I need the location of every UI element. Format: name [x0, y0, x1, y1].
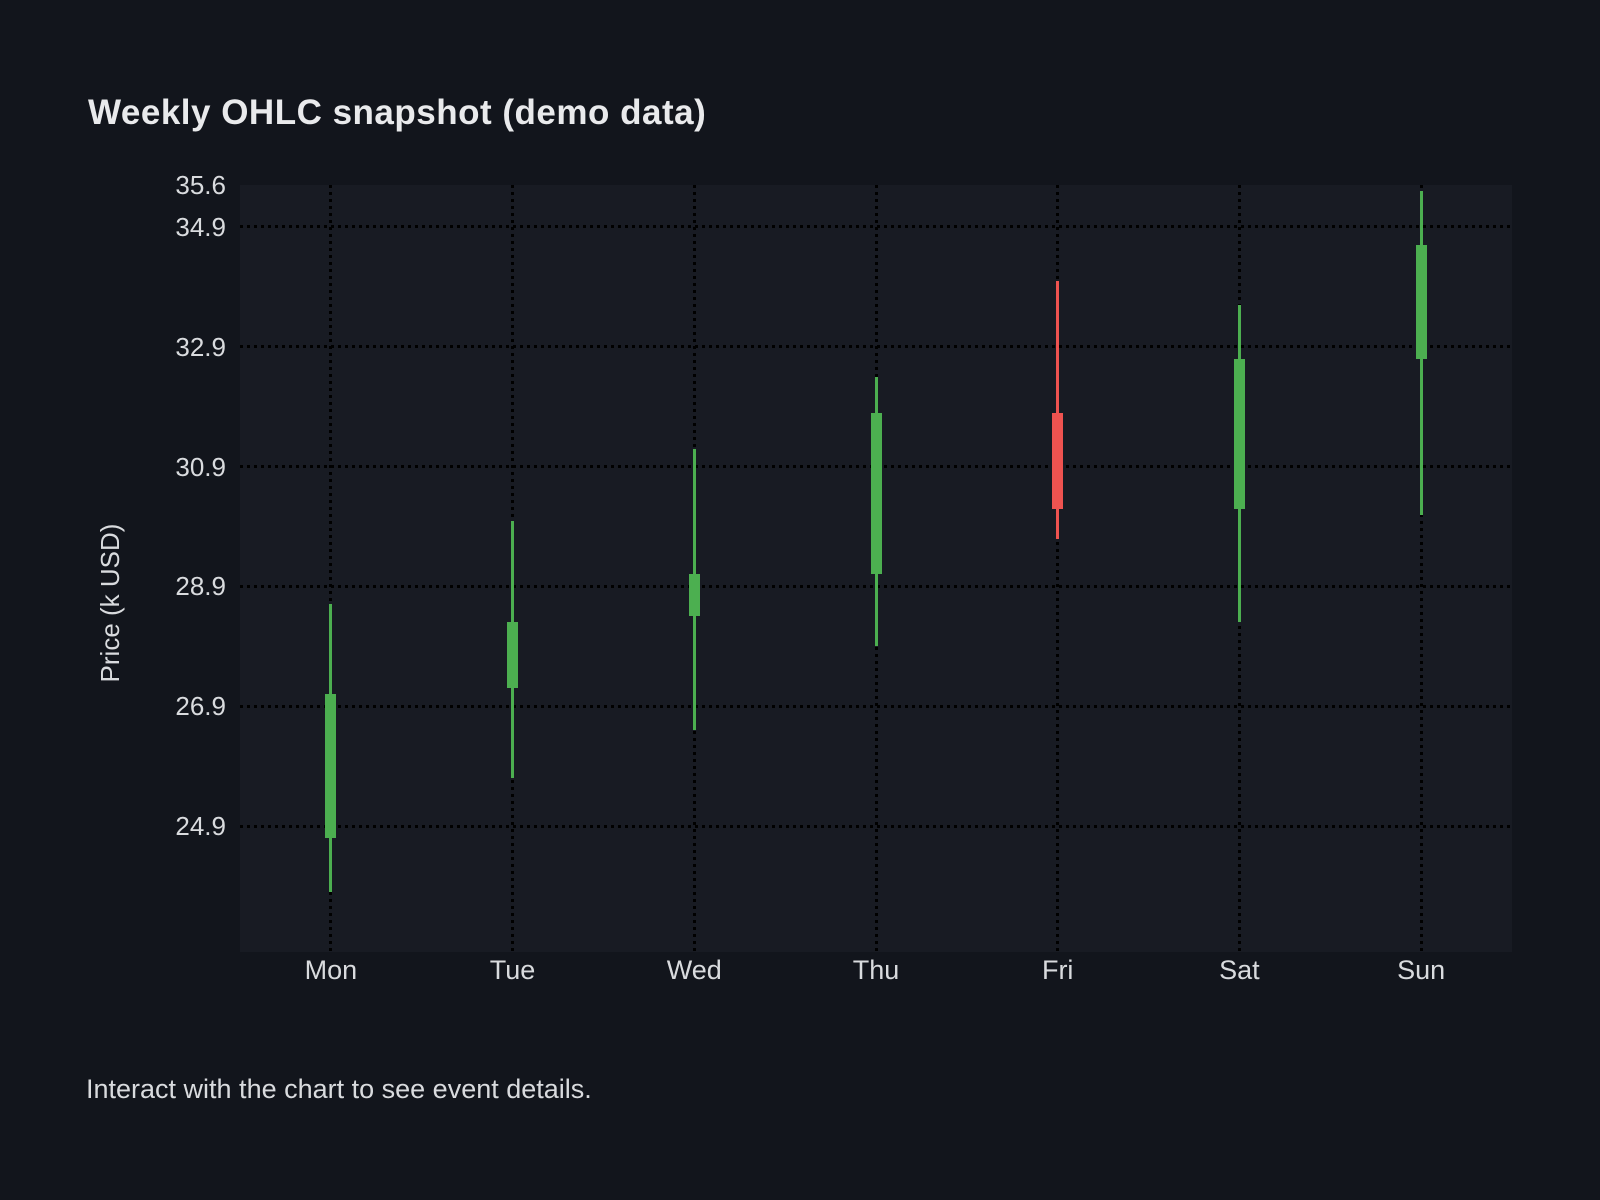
- candle-body-thu[interactable]: [870, 412, 882, 575]
- v-gridline: [1056, 185, 1060, 952]
- y-tick-label: 28.9: [175, 571, 226, 602]
- y-tick-label: 34.9: [175, 211, 226, 242]
- x-tick-label: Fri: [1041, 955, 1074, 985]
- y-tick-label: 30.9: [175, 451, 226, 482]
- chart-title: Weekly OHLC snapshot (demo data): [88, 93, 707, 132]
- candle-body-fri[interactable]: [1052, 412, 1064, 509]
- x-tick-label: Tue: [489, 955, 536, 985]
- x-tick-label: Thu: [852, 955, 900, 985]
- y-tick-label: 32.9: [175, 331, 226, 362]
- candle-body-tue[interactable]: [507, 622, 519, 689]
- y-tick-label: 26.9: [175, 691, 226, 722]
- x-tick-label: Sun: [1397, 955, 1446, 985]
- y-tick-label: 24.9: [175, 811, 226, 842]
- x-tick-label: Mon: [304, 955, 358, 985]
- candle-body-sun[interactable]: [1415, 244, 1427, 359]
- candle-wick-fri[interactable]: [1056, 280, 1060, 539]
- y-tick-label: 35.6: [175, 170, 226, 200]
- y-axis-title: Price (k USD): [95, 523, 125, 683]
- x-tick-label: Sat: [1219, 955, 1260, 985]
- footer-hint: Interact with the chart to see event det…: [86, 1074, 592, 1104]
- x-tick-label: Wed: [666, 955, 722, 985]
- v-gridline: [329, 185, 333, 952]
- candle-body-wed[interactable]: [688, 574, 700, 617]
- candle-body-sat[interactable]: [1233, 358, 1245, 509]
- candle-body-mon[interactable]: [325, 694, 337, 839]
- v-gridline: [1419, 185, 1423, 952]
- plot-area[interactable]: [240, 185, 1512, 952]
